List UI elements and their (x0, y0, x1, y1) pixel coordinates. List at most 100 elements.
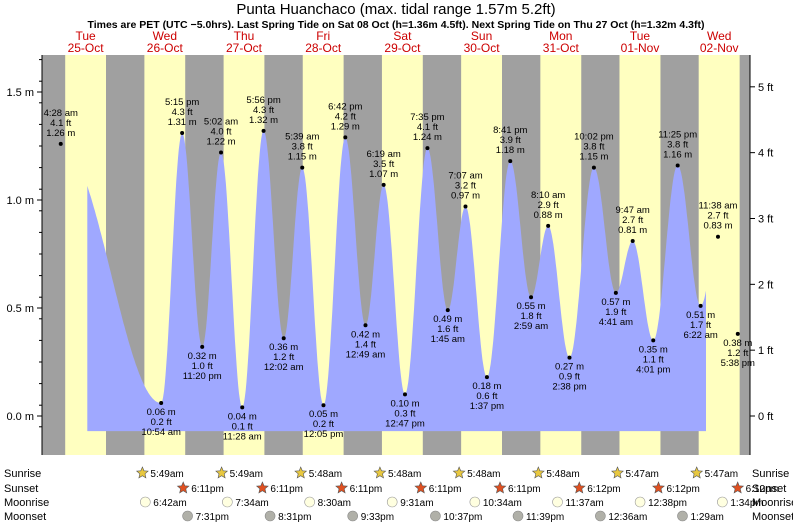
moonrise-time: 8:30am (318, 498, 351, 509)
day-of-week: Thu (234, 29, 255, 43)
moonrise-icon (469, 496, 481, 508)
day-date: 31-Oct (543, 41, 580, 55)
low-tide-label: 0.51 m1.7 ft6:22 am (683, 310, 717, 341)
chart-axes: 0.0 m 0.5 m 1.0 m 1.5 m 0 ft 1 ft 2 ft 3 ft 4 ft… (6, 55, 773, 455)
moonrise-icon (304, 496, 315, 508)
tide-label-text: 0.10 m (390, 398, 419, 409)
row-label-right: Sunset (752, 483, 786, 495)
tide-label-text: 0.57 m (601, 297, 630, 308)
moonrise-icon (140, 496, 151, 508)
y-tick-label-m: 1.0 m (6, 195, 34, 207)
tide-label-text: 7:07 am (448, 170, 482, 181)
tide-point (219, 150, 224, 155)
tide-label-text: 0.35 m (639, 344, 668, 355)
tide-label-text: 0.97 m (451, 190, 480, 201)
sunset-icon (414, 481, 428, 494)
tide-point (159, 401, 164, 406)
day-of-week: Fri (316, 29, 330, 43)
day-of-week: Mon (549, 29, 572, 43)
tide-label-text: 6:42 pm (328, 101, 362, 112)
day-date: 26-Oct (147, 41, 184, 55)
sunrise-time: 5:47am (625, 469, 658, 480)
tide-label-text: 5:02 am (204, 116, 238, 127)
chart-title: Punta Huanchaco (max. tidal range 1.57m … (236, 1, 555, 18)
sunset-time: 6:11pm (508, 484, 541, 495)
tide-label-text: 0.38 m (723, 338, 752, 349)
sunset-icon (255, 481, 269, 494)
low-tide-label: 0.38 m1.2 ft5:38 pm (721, 338, 755, 369)
tide-point (381, 182, 386, 187)
tide-label-text: 11:38 am (699, 201, 738, 212)
sunset-time: 6:11pm (429, 484, 462, 495)
tide-label-text: 1:45 am (431, 334, 465, 345)
moonset-time: 8:31pm (278, 512, 311, 523)
day-of-week: Tue (630, 29, 651, 43)
tide-point (630, 239, 635, 244)
tide-label-text: 1.9 ft (605, 307, 626, 318)
tide-label-text: 0.81 m (618, 225, 647, 236)
tide-point (651, 338, 656, 343)
low-tide-label: 0.18 m0.6 ft1:37 pm (470, 381, 504, 412)
tide-curve (87, 130, 707, 432)
high-tide-label: 6:19 am3.5 ft1.07 m (366, 149, 400, 180)
tide-label-text: 1.24 m (413, 132, 442, 143)
chart-subtitle: Times are PET (UTC −5.0hrs). Last Spring… (87, 19, 704, 31)
sunset-time: 6:11pm (270, 484, 303, 495)
tide-point (300, 165, 305, 170)
tide-label-text: 0.55 m (517, 301, 546, 312)
y-tick-label-ft: 0 ft (758, 411, 773, 423)
tide-label-text: 0.2 ft (313, 419, 334, 430)
day-date: 28-Oct (305, 41, 342, 55)
day-of-week: Sun (471, 29, 492, 43)
high-tide-label: 5:56 pm4.3 ft1.32 m (246, 95, 280, 126)
tide-point (463, 204, 468, 209)
tide-point (735, 331, 740, 336)
tide-point (484, 375, 489, 380)
tide-label-text: 3.5 ft (373, 159, 394, 170)
moonset-icon (347, 510, 359, 522)
moonrise-time: 7:34am (235, 498, 268, 509)
y-tick-label-ft: 1 ft (758, 345, 773, 357)
y-tick-label-m: 1.5 m (6, 87, 34, 99)
tide-label-text: 4.3 ft (253, 105, 274, 116)
sunset-icon (572, 481, 586, 494)
tide-label-text: 0.42 m (351, 329, 380, 340)
high-tide-label: 4:28 am4.1 ft1.26 m (44, 108, 78, 139)
tide-label-text: 10:02 pm (574, 132, 614, 143)
tide-point (508, 159, 513, 164)
tide-label-text: 0.05 m (309, 409, 338, 420)
tide-label-text: 0.49 m (433, 314, 462, 325)
row-label-right: Sunrise (752, 468, 789, 480)
moonrise-time: 10:34am (483, 498, 522, 509)
sunrise-icon (215, 466, 229, 479)
day-header: Tue25-OctWed26-OctThu27-OctFri28-OctSat2… (68, 29, 739, 55)
tide-label-text: 5:15 pm (165, 97, 199, 108)
tide-label-text: 0.32 m (188, 351, 217, 362)
tide-label-text: 0.1 ft (232, 421, 253, 432)
moonrise-icon (222, 496, 233, 508)
low-tide-label: 0.57 m1.9 ft4:41 am (599, 297, 633, 328)
row-label-right: Moonset (752, 511, 793, 523)
row-label-left: Sunset (4, 483, 38, 495)
tide-label-text: 1.15 m (288, 152, 317, 163)
tide-area (87, 130, 707, 432)
moonrise-time: 9:31am (400, 498, 433, 509)
y-tick-label-ft: 4 ft (758, 148, 773, 160)
tide-label-text: 3.9 ft (500, 135, 521, 146)
sunrise-icon (373, 466, 387, 479)
tide-point (402, 392, 407, 397)
tide-label-text: 2:59 am (514, 321, 548, 332)
tide-label-text: 0.36 m (269, 342, 298, 353)
moonset-icon (595, 510, 606, 522)
tide-point (715, 234, 720, 239)
tide-label-text: 12:05 pm (304, 429, 344, 440)
moonrise-time: 6:42am (153, 498, 186, 509)
tide-label-text: 4.3 ft (172, 107, 193, 118)
tide-point (567, 355, 572, 360)
sunset-time: 6:12pm (666, 484, 699, 495)
tide-label-text: 3.8 ft (667, 139, 688, 150)
